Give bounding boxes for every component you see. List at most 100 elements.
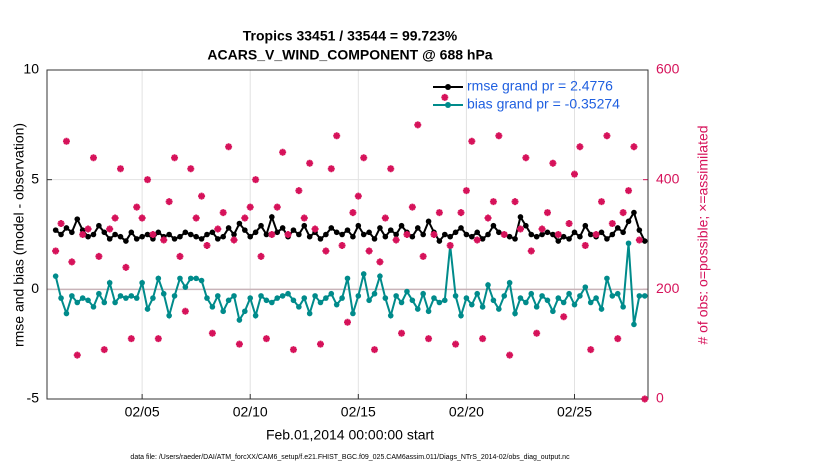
obs-marker (365, 247, 373, 255)
obs-marker (311, 225, 319, 233)
series-marker (231, 231, 237, 238)
y2-axis-label: # of obs: o=possible; ×=assimilated (695, 125, 711, 344)
series-marker (496, 229, 502, 236)
series-marker (441, 231, 448, 238)
series-marker (501, 293, 508, 299)
series-marker (79, 227, 86, 233)
series-marker (301, 222, 308, 229)
series-marker (74, 216, 81, 222)
series-marker (566, 290, 572, 297)
obs-marker (106, 225, 114, 233)
series-marker (609, 293, 616, 299)
series-marker (512, 236, 518, 242)
y-tick-label: 0 (31, 280, 39, 296)
obs-marker (235, 340, 243, 348)
series-marker (377, 225, 383, 231)
obs-marker (171, 154, 179, 162)
chart-subtitle: ACARS_V_WIND_COMPONENT @ 688 hPa (207, 47, 492, 63)
series-marker (128, 293, 135, 299)
series-marker (69, 229, 75, 236)
series-marker (566, 236, 572, 242)
series-marker (214, 236, 221, 242)
series-marker (404, 288, 410, 295)
series-marker (258, 222, 264, 229)
series-marker (269, 299, 275, 306)
series-marker (598, 229, 605, 236)
obs-marker (533, 329, 541, 337)
series-marker (279, 293, 286, 299)
series-marker (625, 218, 632, 225)
obs-marker (62, 137, 70, 145)
series-marker (636, 227, 643, 233)
obs-marker (387, 165, 395, 173)
series-marker (614, 225, 621, 231)
series-marker (317, 236, 324, 242)
obs-marker (408, 203, 416, 211)
series-marker (274, 229, 281, 236)
obs-marker (187, 165, 195, 173)
obs-marker (495, 132, 503, 140)
x-tick-label: 02/20 (449, 404, 484, 420)
series-marker (323, 231, 329, 238)
obs-marker (322, 247, 330, 255)
obs-marker (57, 220, 65, 228)
series-marker (123, 238, 129, 244)
series-marker (85, 297, 91, 304)
obs-marker (473, 236, 481, 244)
y-tick-label: -5 (27, 390, 40, 406)
series-marker (469, 301, 475, 308)
series-marker (323, 295, 329, 301)
series-marker (366, 297, 372, 304)
series-marker (252, 229, 259, 236)
series-marker (220, 308, 226, 315)
obs-marker (446, 241, 454, 249)
obs-marker (414, 121, 422, 129)
series-marker (225, 297, 232, 304)
series-marker (393, 293, 399, 299)
series-marker (166, 312, 172, 319)
obs-marker (268, 231, 276, 238)
obs-marker (225, 143, 233, 151)
obs-marker (462, 187, 470, 195)
series-marker (425, 218, 432, 225)
obs-marker (273, 203, 281, 211)
series-marker (58, 231, 64, 238)
obs-marker (300, 214, 308, 222)
x-tick-label: 02/10 (233, 404, 268, 420)
series-marker (79, 295, 86, 301)
series-marker (123, 295, 129, 301)
series-marker (614, 290, 621, 297)
series-marker (350, 233, 356, 240)
series-marker (209, 229, 216, 236)
obs-marker (333, 132, 341, 140)
series-marker (52, 273, 59, 279)
series-marker (101, 229, 108, 236)
series-marker (96, 290, 102, 297)
obs-marker (73, 351, 81, 359)
series-marker (117, 233, 124, 240)
obs-marker (371, 346, 379, 354)
series-marker (279, 225, 286, 231)
series-marker (506, 279, 513, 286)
obs-marker (516, 225, 524, 233)
obs-marker (452, 340, 460, 348)
obs-marker (641, 395, 649, 403)
series-marker (360, 231, 367, 238)
obs-marker (527, 247, 535, 255)
obs-marker (522, 154, 530, 162)
series-marker (231, 293, 237, 299)
series-marker (139, 279, 145, 286)
series-marker (328, 225, 335, 231)
series-marker (128, 229, 135, 236)
series-marker (177, 233, 183, 240)
series-marker (533, 304, 540, 310)
series-marker (106, 279, 113, 286)
series-marker (517, 214, 524, 220)
series-marker (101, 299, 108, 306)
series-marker (112, 299, 118, 306)
obs-marker (506, 351, 514, 359)
series-marker (187, 275, 194, 282)
obs-marker (587, 346, 595, 354)
obs-marker (554, 231, 562, 238)
